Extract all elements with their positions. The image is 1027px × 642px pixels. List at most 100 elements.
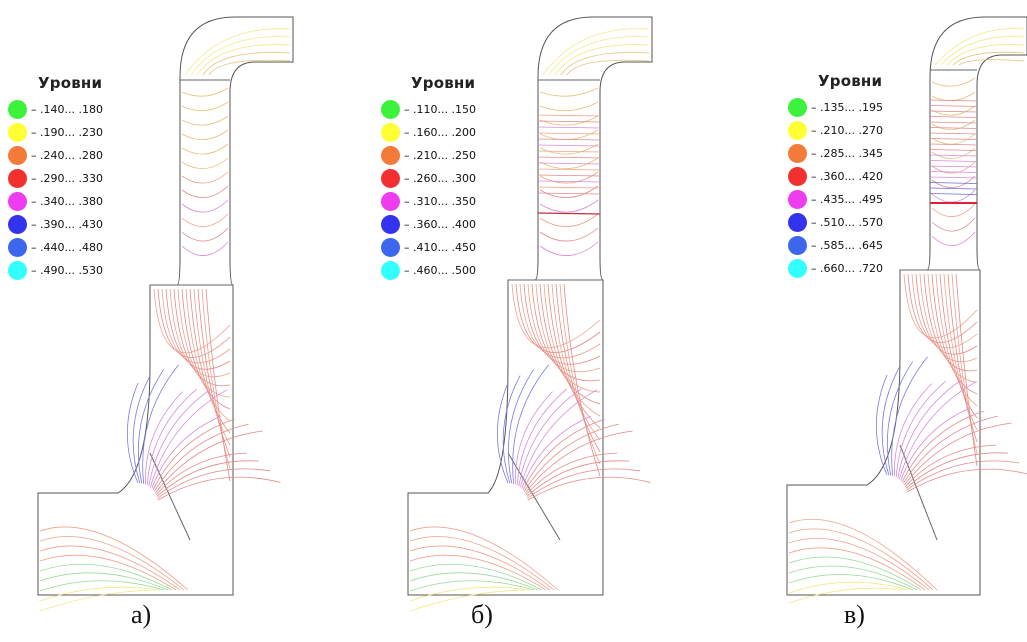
contour-line (931, 105, 976, 116)
contour-line (149, 389, 228, 488)
contour-line (202, 52, 291, 76)
contour-line (527, 468, 641, 499)
contour-line (931, 147, 976, 159)
contour-line (891, 356, 928, 476)
legend-item: – .310... .350 (381, 190, 476, 213)
contour-line (173, 288, 231, 387)
legend-label: – .490... .530 (31, 264, 103, 277)
legend-item: – .360... .420 (788, 165, 883, 188)
contour-line (537, 192, 601, 195)
legend-label: – .240... .280 (31, 149, 103, 162)
contour-line (906, 468, 1027, 493)
contour-line (409, 589, 527, 612)
legend-swatch (8, 215, 27, 234)
contour-line (927, 273, 978, 383)
contour-line (539, 241, 599, 256)
contour-line (177, 288, 231, 398)
legend-label: – .310... .350 (404, 195, 476, 208)
contour-line (409, 536, 555, 591)
legend-item: – .440... .480 (8, 236, 103, 259)
contour-line (181, 288, 231, 410)
contour-line (946, 44, 1025, 66)
contour-line (563, 283, 601, 477)
contour-line (537, 162, 601, 165)
contour-line (931, 91, 976, 101)
contour-line (153, 288, 231, 354)
legend-item: – .110... .150 (381, 98, 476, 121)
legend-item: – .460... .500 (381, 259, 476, 282)
contour-line (900, 407, 970, 481)
contour-line (497, 382, 509, 484)
legend-swatch (381, 146, 400, 165)
contour-line (542, 28, 650, 76)
legend-label: – .160... .200 (404, 126, 476, 139)
contour-line (539, 157, 599, 170)
contour-line (931, 203, 976, 217)
legend-label: – .210... .270 (811, 124, 883, 137)
contour-line (169, 288, 231, 378)
contour-line (409, 526, 559, 591)
contour-line (196, 44, 291, 76)
contour-line (148, 388, 212, 487)
legend-swatch (381, 169, 400, 188)
legend-label: – .360... .420 (811, 170, 883, 183)
contour-line (939, 273, 978, 419)
contour-line (539, 171, 599, 184)
contour-line (539, 143, 599, 155)
contour-line (181, 115, 229, 126)
contour-line (201, 288, 231, 470)
legend-swatch (8, 192, 27, 211)
contour-line (539, 115, 599, 126)
contour-line (161, 288, 231, 364)
contour-line (539, 283, 601, 405)
legend-label: – .460... .500 (404, 264, 476, 277)
contour-line (947, 273, 978, 443)
legend-label: – .360... .400 (404, 218, 476, 231)
contour-line (132, 375, 151, 484)
legend-swatch (8, 238, 27, 257)
contour-line (931, 217, 976, 232)
contour-line (940, 36, 1025, 66)
contour-line (904, 444, 997, 487)
legend-item: – .240... .280 (8, 144, 103, 167)
legend-swatch (788, 144, 807, 163)
legend-item: – .510... .570 (788, 211, 883, 234)
contour-line (181, 129, 229, 140)
contour-line (39, 589, 157, 612)
contour-line (181, 101, 229, 111)
contour-line (181, 171, 229, 184)
contour-line (560, 52, 650, 76)
legend-item: – .210... .250 (381, 144, 476, 167)
contour-line (156, 460, 259, 497)
contour-line (39, 554, 177, 591)
contour-line (537, 144, 601, 147)
legend-label: – .585... .645 (811, 239, 883, 252)
contour-line (39, 572, 169, 591)
contour-line (537, 212, 601, 215)
contour-line (157, 468, 271, 499)
contour-line (876, 374, 888, 476)
legend-label: – .110... .150 (404, 103, 476, 116)
contour-line (898, 381, 977, 480)
legend-item: – .435... .495 (788, 188, 883, 211)
contour-line (184, 28, 291, 76)
caption-b: б) (471, 600, 493, 629)
contour-line (539, 227, 599, 242)
legend-swatch (788, 121, 807, 140)
contour-line (929, 154, 978, 157)
contour-line (788, 587, 906, 604)
legend-swatch (788, 190, 807, 209)
legend-label: – .510... .570 (811, 216, 883, 229)
contour-line (788, 556, 922, 591)
contour-line (943, 273, 978, 431)
contour-line (952, 51, 1025, 66)
contour-line (39, 586, 161, 602)
contour-line (931, 231, 976, 246)
contour-line (39, 580, 165, 592)
contour-line (551, 283, 601, 441)
contour-line (39, 563, 173, 591)
legend-item: – .660... .720 (788, 257, 883, 280)
legend-swatch (381, 123, 400, 142)
contour-line (788, 528, 934, 591)
contour-line (929, 143, 978, 146)
